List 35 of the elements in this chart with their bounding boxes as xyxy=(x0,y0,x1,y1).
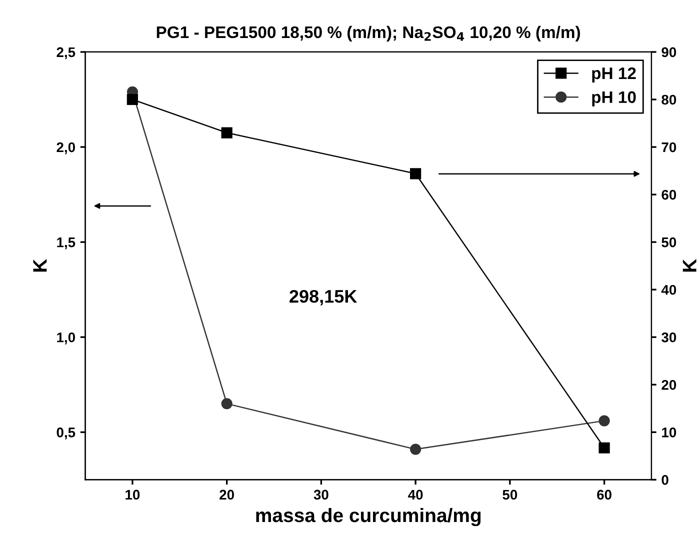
y2-tick-label: 30 xyxy=(662,332,676,342)
legend-label: pH 12 xyxy=(592,67,636,82)
x-tick-label: 30 xyxy=(314,490,328,500)
point xyxy=(598,415,610,426)
point xyxy=(410,168,422,180)
y2-tick-label: 50 xyxy=(662,237,676,248)
y2-axis-title: K xyxy=(682,259,696,272)
point xyxy=(410,444,422,455)
y2-tick-label: 80 xyxy=(662,94,676,105)
y-tick-label: 0,5 xyxy=(56,428,76,440)
y2-tick-label: 20 xyxy=(662,380,676,390)
x-tick-label: 20 xyxy=(220,490,234,500)
chart-title: PG1 - PEG1500 18,50 % (m/m); Na$_{2}$SO$_{4}$ 10,20 % (m/m) xyxy=(156,26,580,42)
point xyxy=(598,442,610,454)
x-tick-label: 10 xyxy=(126,490,140,500)
point xyxy=(221,127,232,138)
y-axis-title: K xyxy=(33,259,47,272)
x-axis-title: massa de curcumina/mg xyxy=(256,508,481,526)
y2-tick-label: 70 xyxy=(662,142,676,152)
point xyxy=(126,94,138,106)
y-tick-label: 2,5 xyxy=(56,47,76,60)
y2-tick-label: 40 xyxy=(661,284,676,295)
y2-tick-label: 0 xyxy=(662,475,668,485)
point xyxy=(221,398,232,410)
y2-tick-label: 10 xyxy=(662,428,676,438)
x-tick-label: 50 xyxy=(502,490,518,500)
legend-label: pH 10 xyxy=(592,91,636,106)
y-tick-label: 1,5 xyxy=(57,238,76,250)
y-tick-label: 2,0 xyxy=(56,142,75,154)
x-tick-label: 40 xyxy=(408,490,423,500)
y2-tick-label: 60 xyxy=(662,190,676,200)
y2-tick-label: 90 xyxy=(662,47,676,58)
y-tick-label: 1,0 xyxy=(57,332,75,344)
x-tick-label: 60 xyxy=(597,490,612,500)
annotation: 298,15K xyxy=(290,290,358,306)
